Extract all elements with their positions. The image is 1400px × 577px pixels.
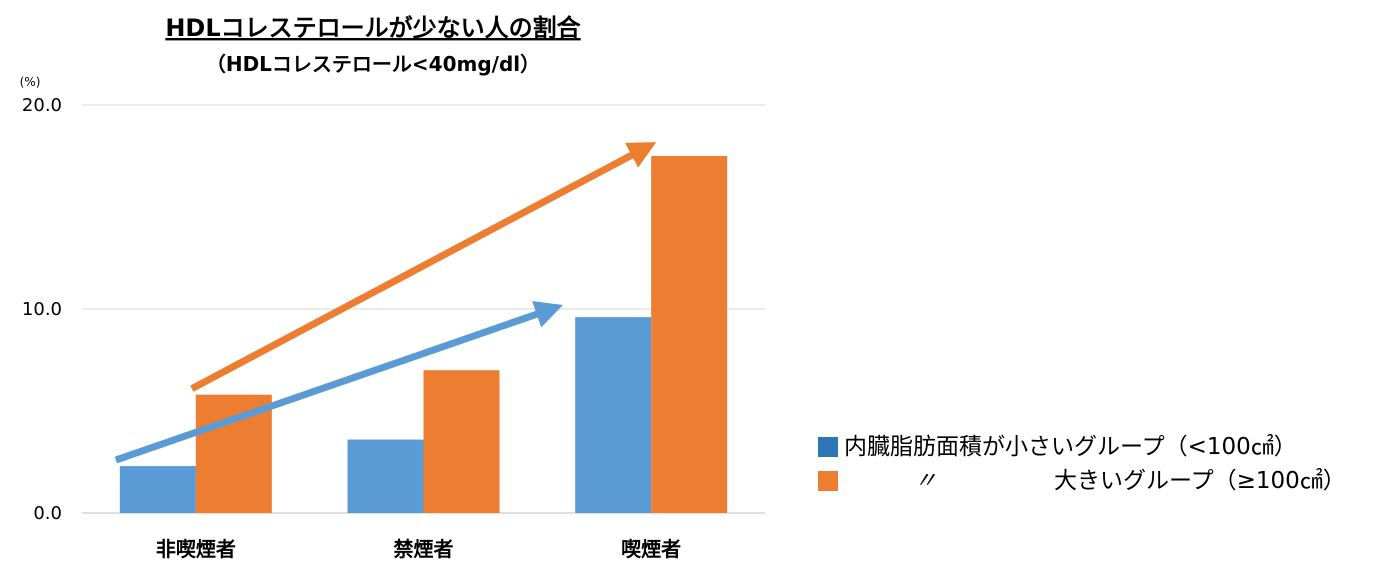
bar-large-0 — [195, 394, 272, 513]
legend-swatch-orange — [818, 471, 838, 491]
legend-ditto-mark: 〃 — [914, 468, 937, 494]
legend-label-small: 内臓脂肪面積が小さいグループ（<100㎠） — [844, 434, 1297, 460]
y-tick-label: 10.0 — [22, 299, 62, 320]
legend-label-large: 大きいグループ（≥100㎠） — [1054, 468, 1346, 494]
legend-swatch-blue — [818, 437, 838, 457]
legend-item-large-visceral-fat: 〃 大きいグループ（≥100㎠） — [818, 464, 1346, 498]
y-axis-ticks: 0.0 10.0 20.0 — [22, 95, 62, 524]
bar-small-2 — [575, 317, 652, 513]
bar-large-1 — [423, 370, 500, 513]
chart-title: HDLコレステロールが少ない人の割合 — [165, 14, 581, 42]
bar-large-2 — [651, 156, 728, 513]
legend-item-small-visceral-fat: 内臓脂肪面積が小さいグループ（<100㎠） — [818, 430, 1346, 464]
bar-small-0 — [119, 466, 196, 513]
y-tick-label: 20.0 — [22, 95, 62, 116]
legend: 内臓脂肪面積が小さいグループ（<100㎠） 〃 大きいグループ（≥100㎠） — [818, 430, 1346, 498]
x-axis-categories: 非喫煙者 禁煙者 喫煙者 — [156, 537, 681, 561]
chart-subtitle: （HDLコレステロール<40mg/dl） — [206, 52, 540, 76]
bars — [119, 156, 728, 513]
x-category-label: 喫煙者 — [621, 537, 681, 561]
bar-small-1 — [347, 439, 424, 513]
y-axis-unit-label: (%) — [20, 75, 41, 89]
x-category-label: 禁煙者 — [394, 537, 454, 561]
x-category-label: 非喫煙者 — [156, 537, 236, 561]
trend-arrows — [114, 142, 657, 464]
trend-arrow-large — [190, 142, 657, 392]
trend-arrow-small — [114, 300, 564, 464]
y-tick-label: 0.0 — [33, 503, 62, 524]
